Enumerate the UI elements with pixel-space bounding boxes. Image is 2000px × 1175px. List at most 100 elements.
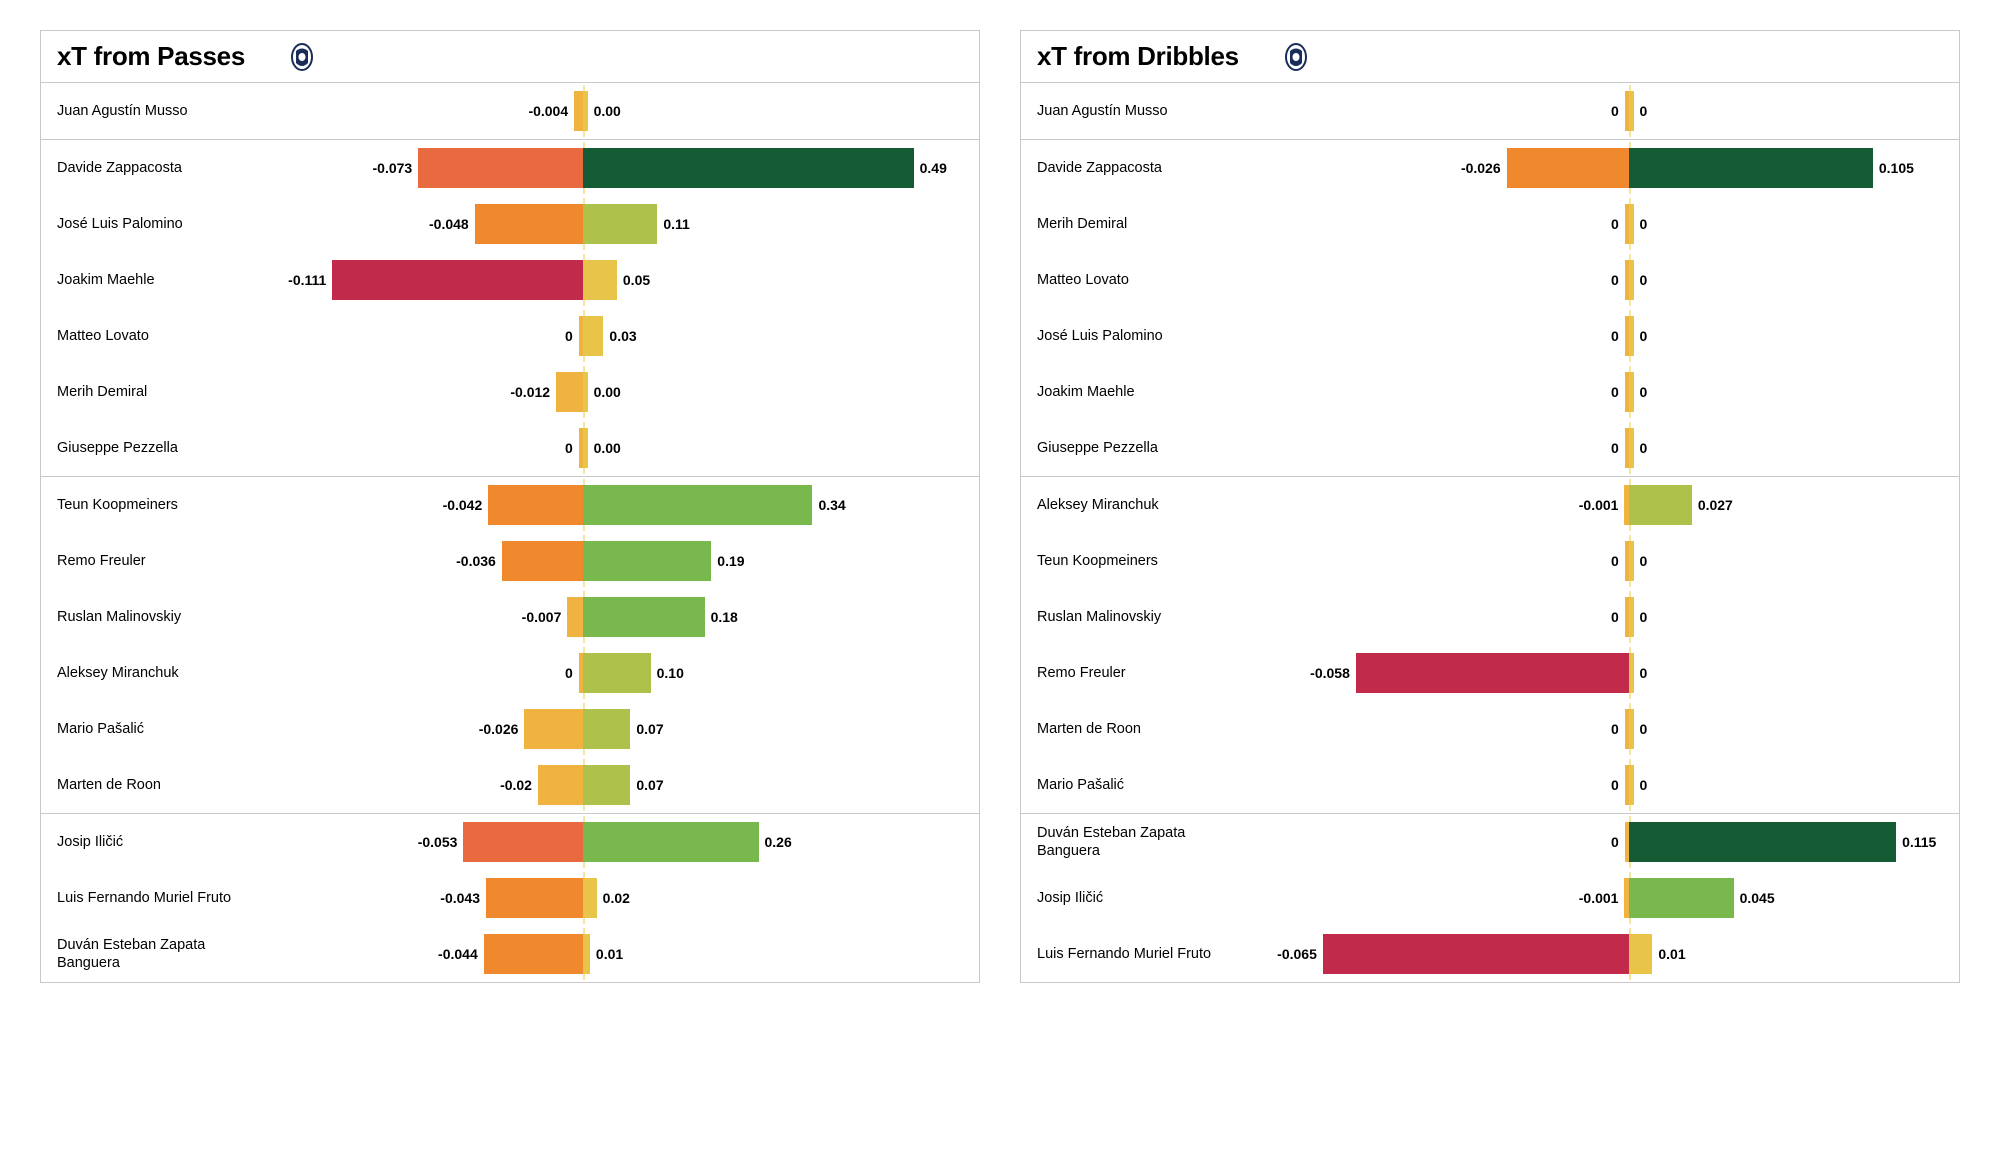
bar-positive <box>583 316 603 356</box>
player-row: Joakim Maehle 0 0 <box>1021 364 1959 420</box>
value-positive: 0 <box>1640 721 1648 737</box>
player-row: Aleksey Miranchuk -0.001 0.027 <box>1021 477 1959 533</box>
bar-negative <box>538 765 583 805</box>
bar-positive <box>583 822 758 862</box>
player-name: Giuseppe Pezzella <box>1021 439 1226 457</box>
player-name: Joakim Maehle <box>41 271 246 289</box>
value-negative: 0 <box>1611 834 1619 850</box>
player-row: Davide Zappacosta -0.026 0.105 <box>1021 140 1959 196</box>
bar-positive <box>1629 316 1633 356</box>
value-positive: 0 <box>1640 665 1648 681</box>
bar-positive <box>583 653 650 693</box>
value-positive: 0.00 <box>594 103 621 119</box>
bar-positive <box>1629 822 1896 862</box>
value-positive: 0.11 <box>663 216 689 232</box>
player-name: Juan Agustín Musso <box>1021 102 1226 120</box>
value-positive: 0 <box>1640 777 1648 793</box>
bar-positive <box>583 485 812 525</box>
value-positive: 0 <box>1640 328 1648 344</box>
player-row: Juan Agustín Musso -0.004 0.00 <box>41 83 979 139</box>
player-name: Davide Zappacosta <box>1021 159 1226 177</box>
bar-positive <box>1629 485 1692 525</box>
bar-positive <box>583 934 590 974</box>
bar-area: 0 0 <box>1226 757 1959 813</box>
bar-area: -0.048 0.11 <box>246 196 979 252</box>
player-name: Davide Zappacosta <box>41 159 246 177</box>
value-negative: 0 <box>1611 216 1619 232</box>
player-row: Giuseppe Pezzella 0 0.00 <box>41 420 979 476</box>
bar-area: 0 0 <box>1226 701 1959 757</box>
value-negative: -0.001 <box>1579 497 1619 513</box>
bar-area: -0.065 0.01 <box>1226 926 1959 982</box>
player-row: Davide Zappacosta -0.073 0.49 <box>41 140 979 196</box>
value-negative: -0.026 <box>479 721 519 737</box>
value-negative: -0.02 <box>500 777 532 793</box>
bar-area: 0 0 <box>1226 308 1959 364</box>
player-name: Marten de Roon <box>41 776 246 794</box>
bar-negative <box>1323 934 1629 974</box>
chart-passes: xT from Passes Juan Agustín Musso -0.004… <box>40 30 980 983</box>
bar-negative <box>556 372 583 412</box>
value-positive: 0.19 <box>717 553 744 569</box>
value-positive: 0.07 <box>636 777 663 793</box>
value-negative: 0 <box>1611 384 1619 400</box>
chart-title-row: xT from Passes <box>41 31 979 83</box>
bar-area: -0.044 0.01 <box>246 926 979 982</box>
team-badge-icon <box>291 43 313 71</box>
player-name: Mario Pašalić <box>41 720 246 738</box>
chart-title-row: xT from Dribbles <box>1021 31 1959 83</box>
value-positive: 0.05 <box>623 272 650 288</box>
bar-area: -0.026 0.105 <box>1226 140 1959 196</box>
bar-area: 0 0 <box>1226 420 1959 476</box>
player-name: Aleksey Miranchuk <box>41 664 246 682</box>
player-group: Juan Agustín Musso 0 0 <box>1021 83 1959 140</box>
player-row: Joakim Maehle -0.111 0.05 <box>41 252 979 308</box>
player-row: Ruslan Malinovskiy -0.007 0.18 <box>41 589 979 645</box>
chart-title: xT from Passes <box>57 41 245 72</box>
player-name: Juan Agustín Musso <box>41 102 246 120</box>
value-positive: 0.00 <box>594 384 621 400</box>
bar-positive <box>1629 204 1633 244</box>
bar-area: -0.042 0.34 <box>246 477 979 533</box>
player-name: Matteo Lovato <box>41 327 246 345</box>
bar-negative <box>502 541 583 581</box>
player-name: Matteo Lovato <box>1021 271 1226 289</box>
value-positive: 0 <box>1640 609 1648 625</box>
bar-area: -0.053 0.26 <box>246 814 979 870</box>
player-row: Teun Koopmeiners -0.042 0.34 <box>41 477 979 533</box>
bar-area: -0.036 0.19 <box>246 533 979 589</box>
player-row: José Luis Palomino -0.048 0.11 <box>41 196 979 252</box>
value-positive: 0.01 <box>596 946 623 962</box>
bar-positive <box>1629 91 1633 131</box>
bar-area: 0 0 <box>1226 533 1959 589</box>
player-row: Ruslan Malinovskiy 0 0 <box>1021 589 1959 645</box>
bar-positive <box>1629 260 1633 300</box>
bar-area: 0 0 <box>1226 589 1959 645</box>
value-negative: -0.111 <box>288 272 326 288</box>
bar-area: -0.111 0.05 <box>246 252 979 308</box>
bar-area: 0 0.03 <box>246 308 979 364</box>
player-row: Luis Fernando Muriel Fruto -0.065 0.01 <box>1021 926 1959 982</box>
player-name: Marten de Roon <box>1021 720 1226 738</box>
player-row: Remo Freuler -0.036 0.19 <box>41 533 979 589</box>
player-row: Mario Pašalić -0.026 0.07 <box>41 701 979 757</box>
bar-positive <box>583 765 630 805</box>
bar-positive <box>1629 541 1633 581</box>
value-positive: 0.34 <box>818 497 845 513</box>
player-name: Joakim Maehle <box>1021 383 1226 401</box>
player-row: Duván Esteban Zapata Banguera -0.044 0.0… <box>41 926 979 982</box>
value-negative: -0.048 <box>429 216 469 232</box>
bar-area: -0.058 0 <box>1226 645 1959 701</box>
bar-positive <box>583 91 587 131</box>
value-positive: 0.02 <box>603 890 630 906</box>
player-group: Teun Koopmeiners -0.042 0.34 Remo Freule… <box>41 477 979 814</box>
bar-positive <box>583 597 704 637</box>
player-row: Aleksey Miranchuk 0 0.10 <box>41 645 979 701</box>
player-name: Giuseppe Pezzella <box>41 439 246 457</box>
bar-area: 0 0 <box>1226 83 1959 139</box>
bar-negative <box>1356 653 1629 693</box>
player-name: Josip Iličić <box>1021 889 1226 907</box>
bar-positive <box>583 260 617 300</box>
value-positive: 0.10 <box>657 665 684 681</box>
bar-area: 0 0.00 <box>246 420 979 476</box>
